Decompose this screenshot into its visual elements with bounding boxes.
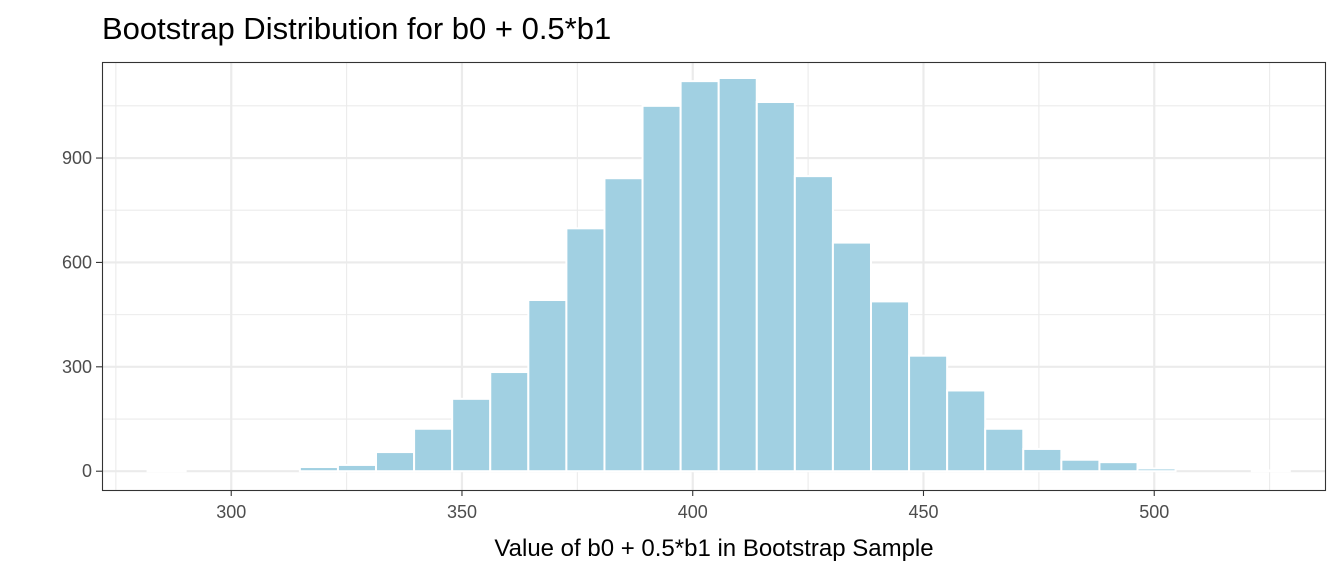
histogram-bar — [908, 354, 949, 473]
histogram-bar — [1060, 458, 1101, 473]
histogram-bar — [755, 101, 796, 473]
x-axis-label: Value of b0 + 0.5*b1 in Bootstrap Sample — [494, 535, 933, 562]
histogram-bar — [336, 463, 378, 473]
histogram-bar — [1136, 467, 1177, 473]
histogram-bar — [717, 77, 758, 473]
histogram-bar — [489, 371, 530, 473]
x-tick-label: 300 — [216, 502, 246, 522]
y-axis: 0 300 600 900 — [62, 148, 102, 481]
x-tick-label: 400 — [678, 502, 708, 522]
histogram-bar — [1098, 461, 1139, 473]
y-tick-label: 600 — [62, 252, 92, 272]
histogram-bar — [831, 241, 872, 473]
histogram-bar — [298, 466, 339, 473]
panel-border — [101, 61, 1327, 492]
x-tick-label: 500 — [1139, 502, 1169, 522]
histogram-bar — [869, 300, 911, 473]
bars — [146, 77, 1291, 473]
y-tick-label: 900 — [62, 148, 92, 168]
x-tick-label: 450 — [908, 502, 938, 522]
y-tick-label: 300 — [62, 357, 92, 377]
histogram-bar — [603, 177, 644, 473]
histogram-bar — [793, 175, 834, 473]
histogram-bar — [641, 104, 682, 473]
histogram-bar — [375, 451, 416, 473]
histogram-bar — [946, 389, 987, 473]
y-tick-label: 0 — [82, 461, 92, 481]
histogram-bar — [679, 80, 720, 473]
histogram-bar — [527, 299, 568, 473]
histogram-bar — [413, 427, 454, 473]
histogram-bar — [146, 469, 187, 473]
histogram-bar — [451, 397, 492, 473]
histogram-bar — [1250, 469, 1291, 473]
histogram-bar — [1022, 447, 1063, 473]
chart-title: Bootstrap Distribution for b0 + 0.5*b1 — [102, 11, 611, 46]
x-axis: 300 350 400 450 500 — [216, 490, 1169, 522]
x-tick-label: 350 — [447, 502, 477, 522]
histogram-bar — [984, 427, 1025, 473]
histogram-bar — [565, 227, 606, 473]
